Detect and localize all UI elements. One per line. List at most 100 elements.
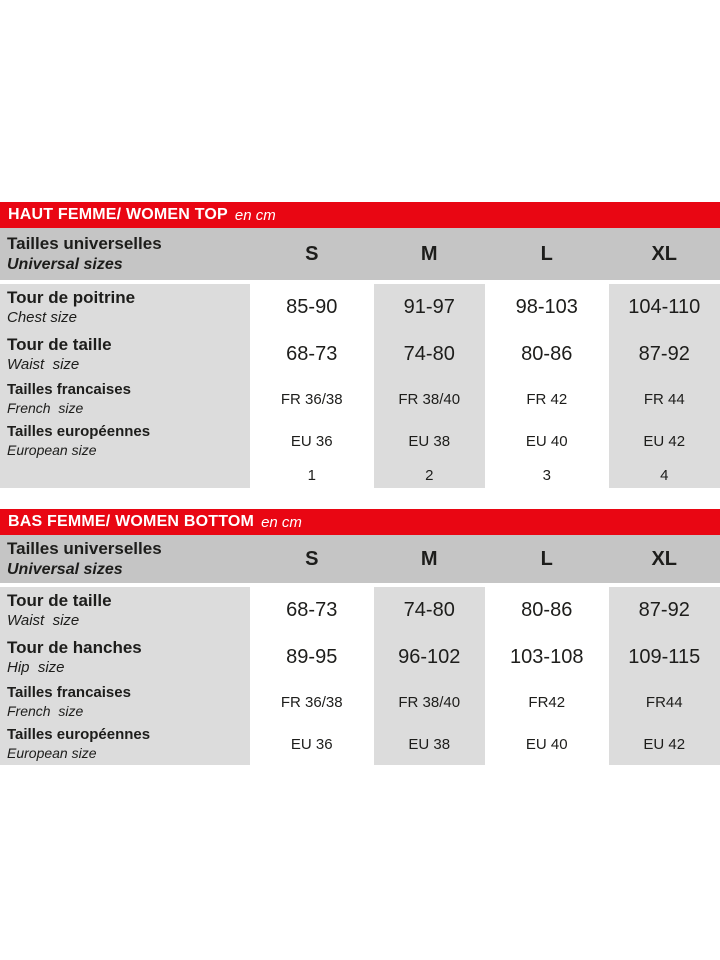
- column-header-size-l: L: [540, 547, 553, 570]
- header-label-en: Universal sizes: [7, 560, 123, 578]
- cell-value: 104-110: [628, 296, 701, 318]
- row-label-en: European size: [7, 744, 97, 761]
- table-cell: 80-86: [491, 587, 603, 634]
- cell-value: 80-86: [521, 343, 573, 365]
- row-label-empty: [0, 462, 250, 488]
- column-header-size-xl: XL: [651, 242, 678, 265]
- cell-value: 103-108: [510, 646, 584, 668]
- table-cell: FR 38/40: [373, 378, 485, 420]
- cell-value: FR 38/40: [398, 390, 461, 408]
- column-header-size-s: S: [305, 242, 319, 265]
- cell-value: 85-90: [286, 296, 338, 318]
- cell-value: 1: [307, 466, 316, 484]
- row-label: Tailles francaises French size: [0, 681, 250, 723]
- row-label: Tour de taille Waist size: [0, 331, 250, 378]
- table-row-waist: Tour de taille Waist size 68-73 74-80 80…: [0, 331, 720, 378]
- table-title: BAS FEMME/ WOMEN BOTTOM: [8, 513, 255, 530]
- table-cell: 74-80: [373, 587, 485, 634]
- cell-value: 98-103: [515, 296, 578, 318]
- cell-value: FR 44: [643, 390, 685, 408]
- table-cell: EU 38: [373, 723, 485, 765]
- cell-value: EU 38: [408, 432, 451, 450]
- row-label-fr: Tour de poitrine: [7, 287, 136, 307]
- row-label-fr: Tour de taille: [7, 334, 112, 354]
- cell-value: 91-97: [403, 296, 455, 318]
- table-cell: FR 38/40: [373, 681, 485, 723]
- table-cell: EU 40: [491, 420, 603, 462]
- cell-value: EU 36: [290, 735, 333, 753]
- cell-value: 80-86: [521, 599, 573, 621]
- cell-value: FR44: [645, 693, 683, 711]
- cell-value: FR 42: [526, 390, 568, 408]
- universal-sizes-header: Tailles universelles Universal sizes: [0, 233, 250, 274]
- table-cell: 109-115: [608, 634, 720, 681]
- table-cell: EU 42: [608, 420, 720, 462]
- cell-value: 74-80: [403, 343, 455, 365]
- table-row-french-size: Tailles francaises French size FR 36/38 …: [0, 378, 720, 420]
- cell-value: 89-95: [286, 646, 338, 668]
- cell-value: FR 36/38: [280, 390, 343, 408]
- table-body: Tour de poitrine Chest size 85-90 91-97 …: [0, 284, 720, 488]
- cell-value: FR42: [528, 693, 566, 711]
- cell-value: 109-115: [628, 646, 701, 668]
- table-cell: EU 36: [256, 723, 368, 765]
- table-header-row: Tailles universelles Universal sizes S M…: [0, 535, 720, 583]
- table-cell: 87-92: [608, 587, 720, 634]
- row-label: Tour de poitrine Chest size: [0, 284, 250, 331]
- row-label: Tour de hanches Hip size: [0, 634, 250, 681]
- row-label-fr: Tailles francaises: [7, 381, 131, 399]
- row-label-en: European size: [7, 441, 97, 458]
- table-cell: 68-73: [256, 331, 368, 378]
- table-unit-label: en cm: [261, 513, 302, 531]
- cell-value: 68-73: [286, 343, 338, 365]
- column-header-size-m: M: [420, 547, 438, 570]
- table-cell: 85-90: [256, 284, 368, 331]
- cell-value: 3: [542, 466, 551, 484]
- table-cell: 91-97: [373, 284, 485, 331]
- table-cell: 98-103: [491, 284, 603, 331]
- table-title-bar-women-top: HAUT FEMME/ WOMEN TOP en cm: [0, 202, 720, 228]
- cell-value: EU 38: [408, 735, 451, 753]
- row-label-en: Waist size: [7, 355, 80, 373]
- table-cell: FR 36/38: [256, 378, 368, 420]
- table-cell: 80-86: [491, 331, 603, 378]
- row-label-en: Chest size: [7, 308, 78, 326]
- table-cell: EU 42: [608, 723, 720, 765]
- table-cell: 87-92: [608, 331, 720, 378]
- table-cell: 2: [373, 462, 485, 488]
- header-label-fr: Tailles universelles: [7, 539, 162, 559]
- cell-value: EU 40: [525, 735, 568, 753]
- column-header-size-s: S: [305, 547, 319, 570]
- table-row-waist: Tour de taille Waist size 68-73 74-80 80…: [0, 587, 720, 634]
- table-cell: FR42: [491, 681, 603, 723]
- row-label-en: Hip size: [7, 658, 65, 676]
- column-header-size-m: M: [420, 242, 438, 265]
- cell-value: 87-92: [638, 599, 690, 621]
- row-label-en: Waist size: [7, 611, 80, 629]
- row-label-fr: Tailles européennes: [7, 726, 151, 744]
- table-cell: EU 38: [373, 420, 485, 462]
- row-label: Tailles européennes European size: [0, 723, 250, 765]
- table-row-european-size: Tailles européennes European size EU 36 …: [0, 420, 720, 462]
- table-cell: 103-108: [491, 634, 603, 681]
- size-table-women-top: HAUT FEMME/ WOMEN TOP en cm Tailles univ…: [0, 202, 720, 488]
- table-cell: 4: [608, 462, 720, 488]
- table-row-size-index: 1 2 3 4: [0, 462, 720, 488]
- row-label: Tour de taille Waist size: [0, 587, 250, 634]
- cell-value: FR 36/38: [280, 693, 343, 711]
- table-row-chest: Tour de poitrine Chest size 85-90 91-97 …: [0, 284, 720, 331]
- cell-value: 74-80: [403, 599, 455, 621]
- row-label-fr: Tailles européennes: [7, 423, 151, 441]
- table-row-french-size: Tailles francaises French size FR 36/38 …: [0, 681, 720, 723]
- table-cell: FR44: [608, 681, 720, 723]
- cell-value: EU 36: [290, 432, 333, 450]
- table-cell: 3: [491, 462, 603, 488]
- table-row-hip: Tour de hanches Hip size 89-95 96-102 10…: [0, 634, 720, 681]
- table-title-bar-women-bottom: BAS FEMME/ WOMEN BOTTOM en cm: [0, 509, 720, 535]
- row-label: Tailles européennes European size: [0, 420, 250, 462]
- table-cell: FR 36/38: [256, 681, 368, 723]
- cell-value: EU 42: [643, 735, 686, 753]
- table-cell: EU 40: [491, 723, 603, 765]
- table-cell: 68-73: [256, 587, 368, 634]
